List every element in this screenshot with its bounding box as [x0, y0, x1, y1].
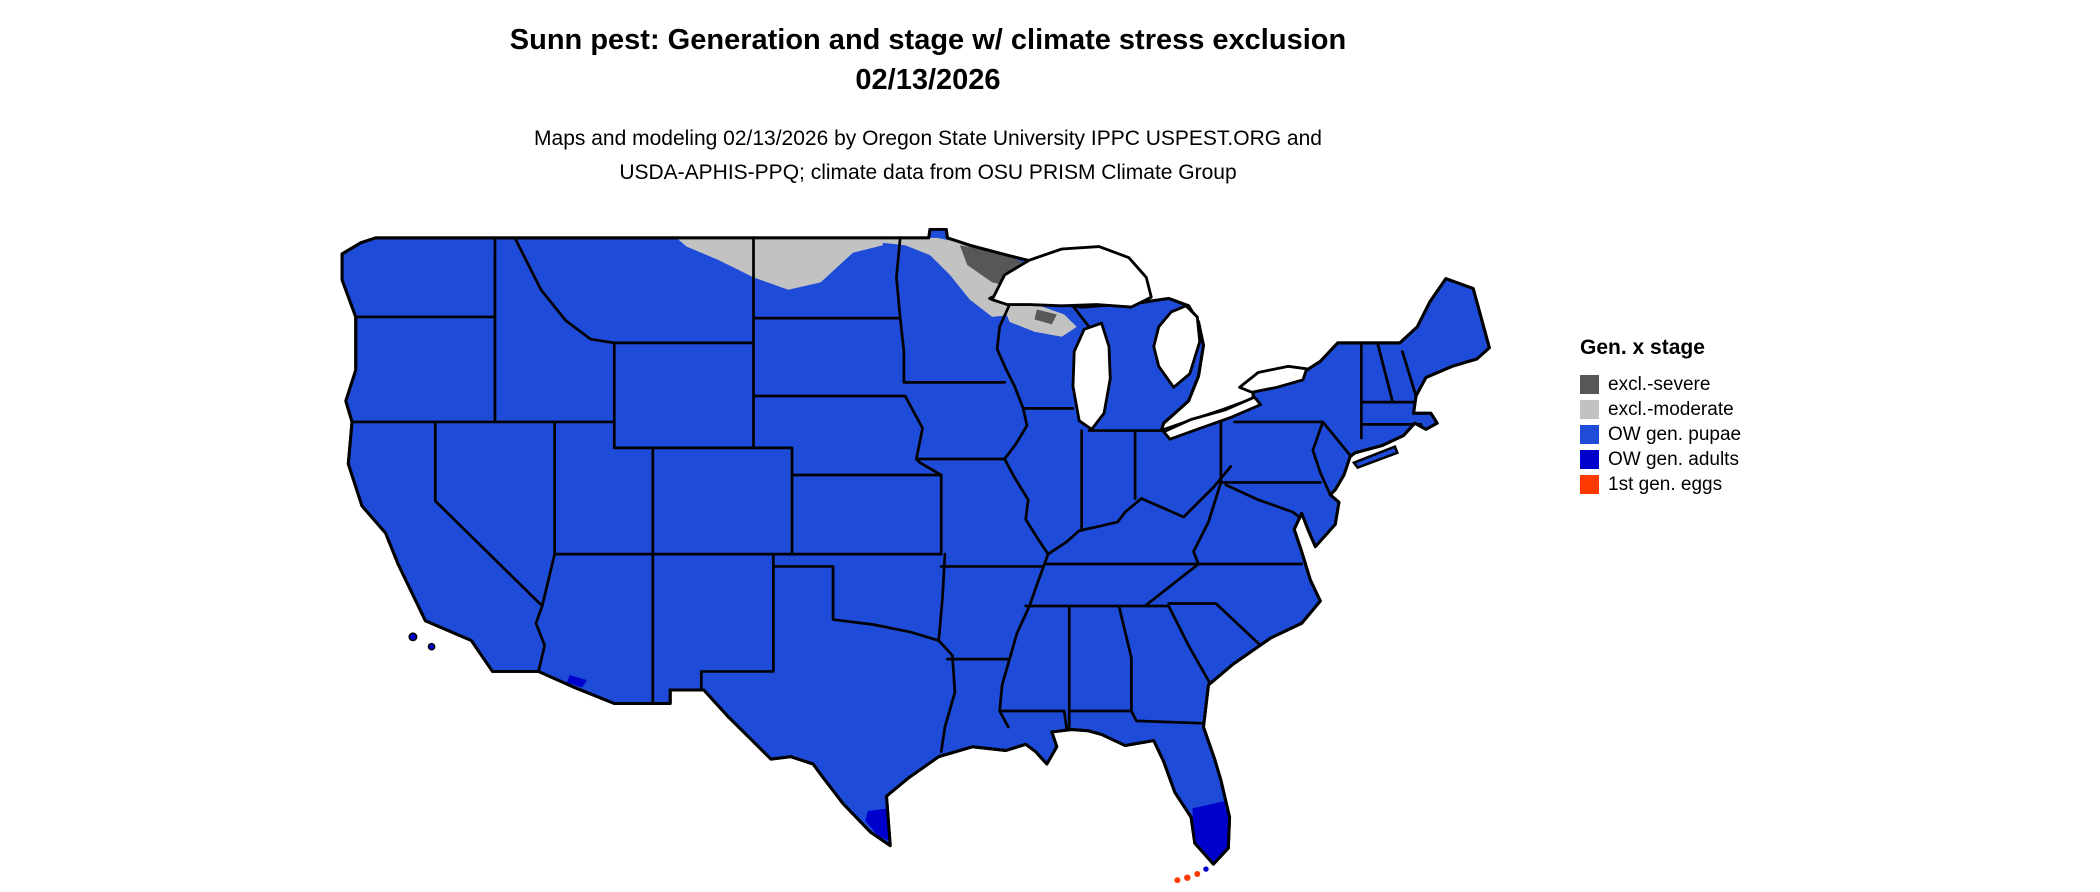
legend-item-excl-severe: excl.-severe: [1580, 372, 1880, 397]
us-map: [340, 227, 1491, 884]
lake-superior: [990, 245, 1153, 309]
page-title: Sunn pest: Generation and stage w/ clima…: [509, 24, 1347, 56]
legend-label-ow-gen-pupae: OW gen. pupae: [1608, 424, 1742, 445]
channel-island-dot: [427, 642, 436, 651]
florida-keys-eggs-dot: [1203, 866, 1209, 872]
legend-title: Gen. x stage: [1580, 336, 1705, 359]
legend-item-excl-moderate: excl.-moderate: [1580, 397, 1880, 422]
legend-label-excl-moderate: excl.-moderate: [1608, 399, 1734, 420]
florida-keys-eggs-dot: [1194, 871, 1201, 877]
adults-patch-south-florida: [1192, 799, 1230, 865]
lake-huron: [1152, 304, 1202, 389]
legend-swatch-excl-severe: [1580, 375, 1599, 394]
legend-label-1st-gen-eggs: 1st gen. eggs: [1608, 474, 1723, 495]
us-map-container: [311, 227, 1554, 892]
legend-item-ow-gen-adults: OW gen. adults: [1580, 447, 1880, 472]
legend-swatch-1st-gen-eggs: [1580, 475, 1599, 494]
legend-label-excl-severe: excl.-severe: [1608, 374, 1711, 395]
legend-label-ow-gen-adults: OW gen. adults: [1608, 449, 1739, 470]
adults-patch-south-texas: [865, 808, 892, 842]
map-date: 02/13/2026: [855, 64, 1001, 96]
adults-patch-yuma: [567, 675, 587, 688]
lake-ontario: [1238, 364, 1309, 394]
legend-swatch-ow-gen-pupae: [1580, 425, 1599, 444]
exclusion-moderate-patch-montana-dakota: [676, 237, 883, 290]
legend: Gen. x stage excl.-severe excl.-moderate…: [1580, 336, 1880, 497]
credit-line-2: USDA-APHIS-PPQ; climate data from OSU PR…: [619, 161, 1237, 184]
legend-swatch-ow-gen-adults: [1580, 450, 1599, 469]
legend-swatch-excl-moderate: [1580, 400, 1599, 419]
legend-item-1st-gen-eggs: 1st gen. eggs: [1580, 472, 1880, 497]
channel-island-dot: [408, 632, 418, 642]
florida-keys-eggs-dot: [1174, 877, 1181, 884]
lake-michigan: [1071, 321, 1112, 431]
credit-line-1: Maps and modeling 02/13/2026 by Oregon S…: [534, 127, 1322, 150]
florida-keys-eggs-dot: [1184, 874, 1191, 881]
long-island: [1351, 445, 1400, 470]
legend-item-ow-gen-pupae: OW gen. pupae: [1580, 422, 1880, 447]
state-borders: [350, 236, 1423, 754]
exclusion-severe-patch-wisconsin: [1034, 309, 1057, 325]
lake-erie: [1162, 395, 1263, 441]
